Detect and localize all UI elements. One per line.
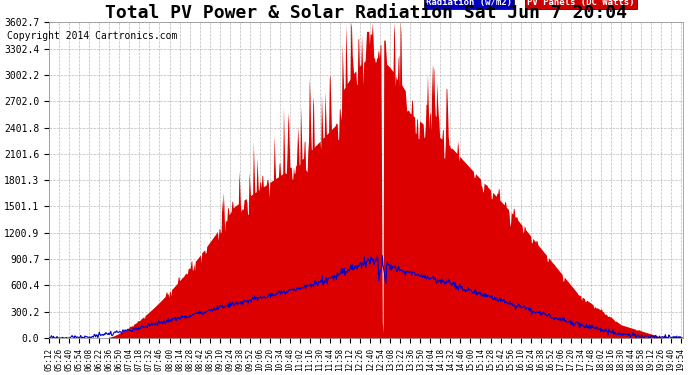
Title: Total PV Power & Solar Radiation Sat Jun 7 20:04: Total PV Power & Solar Radiation Sat Jun… xyxy=(105,4,627,22)
Text: Radiation (w/m2): Radiation (w/m2) xyxy=(426,0,512,7)
Text: Copyright 2014 Cartronics.com: Copyright 2014 Cartronics.com xyxy=(7,32,177,41)
Text: PV Panels (DC Watts): PV Panels (DC Watts) xyxy=(527,0,635,7)
